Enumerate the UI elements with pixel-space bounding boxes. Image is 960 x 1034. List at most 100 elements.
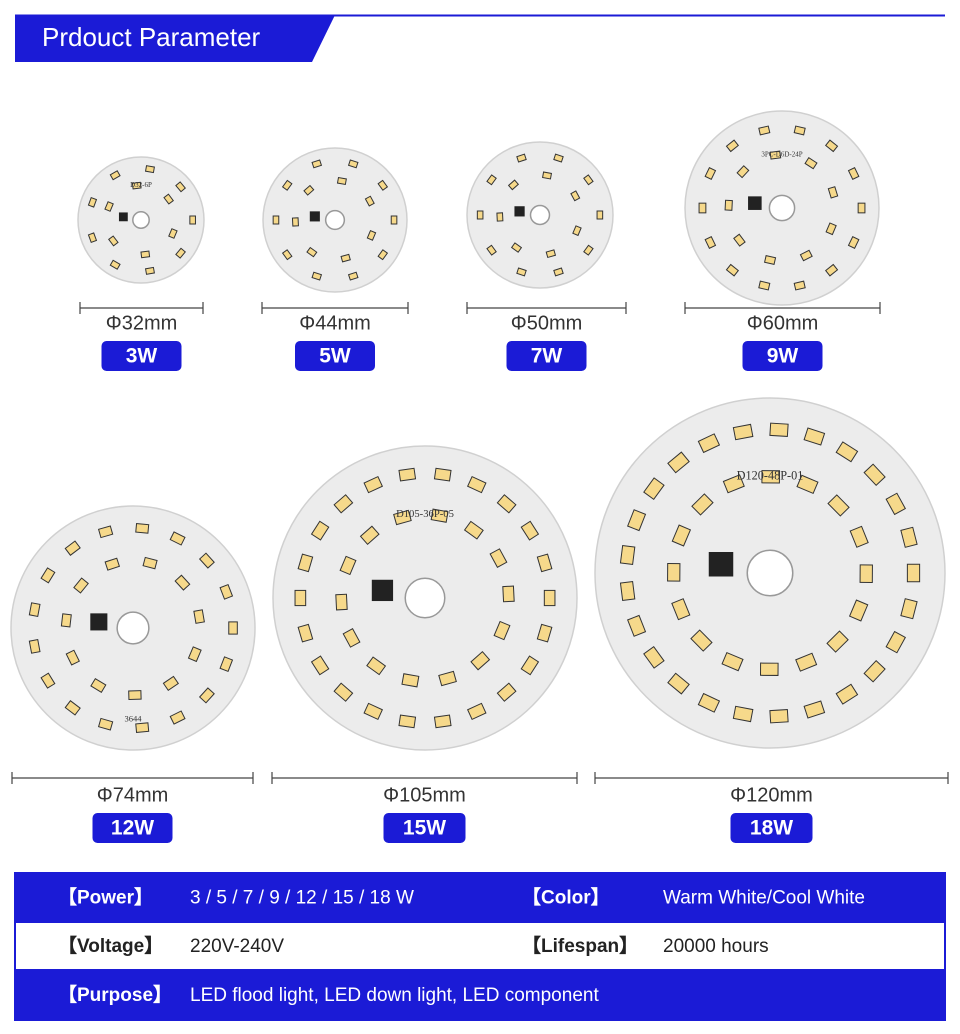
led-chip	[311, 271, 323, 281]
board-label: 3644	[124, 713, 142, 723]
led-chip	[162, 675, 180, 692]
led-chip	[671, 524, 692, 547]
led-chip	[390, 215, 398, 225]
led-chip	[824, 263, 839, 277]
led-chip	[433, 467, 452, 482]
led-chip	[219, 583, 234, 600]
led-chip	[906, 563, 921, 583]
led-chip	[347, 271, 359, 281]
led-chip	[366, 229, 377, 241]
led-chip	[198, 552, 215, 569]
power-badge	[730, 813, 813, 843]
led-chip	[824, 139, 839, 153]
led-chip	[849, 525, 869, 548]
led-chip	[704, 166, 717, 180]
power-badge	[506, 341, 587, 371]
led-chip	[363, 702, 384, 721]
led-chip	[619, 580, 636, 601]
led-chip	[724, 199, 733, 211]
spec-label: 【Color】	[522, 886, 610, 909]
power-badge	[295, 341, 375, 371]
led-chip	[109, 259, 121, 270]
led-chip	[398, 714, 417, 729]
led-chip	[174, 574, 191, 591]
led-chip	[463, 520, 484, 540]
led-chip	[769, 150, 782, 160]
power-label: 3W	[126, 345, 158, 368]
led-chip	[104, 557, 121, 571]
driver-chip	[708, 552, 734, 577]
led-board: 3PC-D6D-24P	[684, 110, 880, 306]
board-label: D105-36P-05	[396, 509, 454, 520]
led-chip	[163, 193, 174, 205]
led-chip	[847, 166, 860, 180]
led-chip	[795, 652, 818, 672]
led-chip	[335, 593, 348, 611]
led-chip	[87, 196, 98, 208]
led-chip	[691, 493, 714, 516]
led-chip	[28, 639, 41, 654]
led-chip	[542, 171, 553, 180]
power-label: 7W	[531, 345, 563, 368]
led-chip	[799, 249, 813, 262]
board-label: D120-48P-01	[737, 469, 804, 483]
center-hole	[116, 611, 150, 645]
led-chip	[827, 494, 850, 517]
led-chip	[885, 630, 907, 654]
power-badge	[383, 813, 466, 843]
led-chip	[536, 553, 553, 573]
led-chip	[281, 249, 293, 261]
led-chip	[109, 170, 121, 181]
led-chip	[144, 266, 155, 275]
led-chip	[193, 609, 205, 624]
spec-row	[14, 872, 946, 923]
led-chip	[502, 585, 515, 603]
power-label: 5W	[319, 345, 351, 368]
board-label: 3PC-D6D-24P	[761, 150, 802, 158]
led-chip	[520, 655, 540, 676]
led-chip	[763, 255, 777, 265]
led-board: D105-36P-05	[272, 445, 578, 751]
header-banner	[15, 15, 335, 62]
led-chip	[758, 280, 771, 291]
driver-chip	[90, 613, 108, 631]
led-chip	[759, 662, 779, 676]
led-chip	[697, 433, 721, 454]
led-chip	[516, 267, 527, 277]
led-chip	[168, 228, 178, 239]
led-chip	[87, 232, 98, 244]
spec-table: 【Power】 3 / 5 / 7 / 9 / 12 / 15 / 18 W 【Co…	[14, 872, 946, 1021]
led-chip	[466, 702, 487, 721]
spec-label: 【Power】	[58, 886, 153, 909]
led-chip	[291, 217, 299, 227]
center-hole	[324, 209, 346, 231]
power-badge	[742, 341, 823, 371]
led-chip	[333, 494, 354, 514]
led-chip	[835, 683, 859, 705]
spec-value: LED flood light, LED down light, LED com…	[190, 985, 599, 1006]
spec-label: 【Lifespan】	[522, 934, 638, 957]
led-chip	[187, 646, 202, 663]
led-chip	[470, 651, 491, 671]
led-chip	[690, 629, 713, 652]
spec-row	[14, 969, 946, 1021]
led-chip	[859, 564, 873, 584]
led-chip	[732, 705, 754, 723]
center-hole	[746, 549, 794, 597]
led-chip	[543, 589, 556, 607]
led-chip	[507, 179, 520, 191]
led-chip	[347, 159, 359, 169]
led-chip	[536, 623, 553, 643]
led-chip	[725, 263, 740, 277]
power-label: 18W	[750, 817, 793, 840]
led-chip	[294, 589, 307, 607]
led-chip	[545, 249, 557, 259]
led-chip	[64, 540, 81, 556]
led-chip	[796, 474, 819, 495]
led-chip	[310, 655, 330, 676]
led-chip	[736, 165, 750, 179]
diameter-label: Φ120mm	[730, 784, 813, 806]
led-chip	[667, 672, 690, 695]
boards: D32-6P Φ32mm 3W Φ44mm 5W Φ50mm 7W 3PC-D6D-24P Φ6…	[10, 110, 949, 843]
